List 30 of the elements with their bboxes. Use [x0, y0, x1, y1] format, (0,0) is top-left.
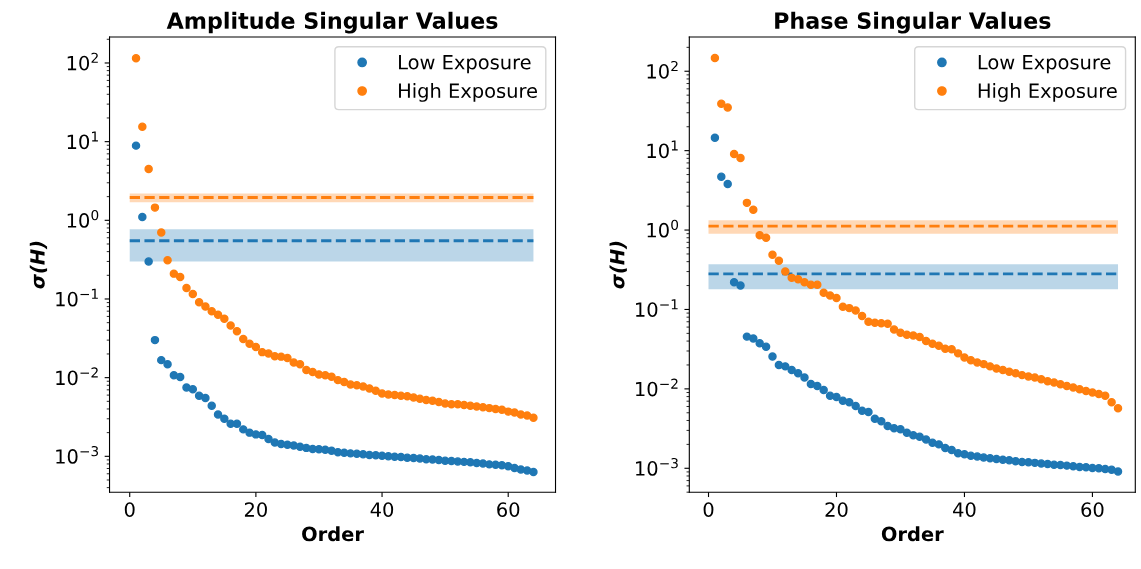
x-tick-label: 40 — [953, 502, 976, 517]
y-tick-label: 10$^{−2}$ — [56, 367, 98, 386]
y-tick-label: 10$^{2}$ — [647, 60, 678, 79]
chart-title: Phase Singular Values — [775, 11, 1051, 34]
x-tick-label: 20 — [244, 502, 267, 517]
y-axis-title: σ(H) — [609, 241, 627, 289]
y-axis-title: σ(H) — [29, 241, 48, 289]
legend-label: Low Exposure — [399, 55, 531, 74]
legend-label: High Exposure — [399, 83, 537, 102]
legend-label: Low Exposure — [978, 55, 1111, 74]
y-tick-label: 10$^{−1}$ — [56, 288, 98, 307]
legend-label: High Exposure — [978, 83, 1117, 102]
y-tick-label: 10$^{1}$ — [647, 140, 678, 159]
x-axis-title: Order — [881, 526, 944, 542]
x-tick-label: 0 — [124, 502, 135, 517]
chart-title: Amplitude Singular Values — [166, 11, 498, 34]
y-tick-label: 10$^{−3}$ — [636, 457, 678, 476]
x-tick-label: 20 — [825, 502, 848, 517]
x-tick-label: 40 — [370, 502, 394, 517]
y-tick-label: 10$^{−3}$ — [56, 446, 99, 464]
y-tick-label: 10$^{1}$ — [67, 131, 98, 150]
y-tick-label: 10$^{−1}$ — [636, 299, 678, 317]
x-axis-title: Order — [302, 526, 364, 542]
y-tick-label: 10$^{−2}$ — [636, 378, 678, 397]
y-tick-label: 10$^{0}$ — [67, 210, 99, 228]
x-tick-label: 60 — [1081, 502, 1104, 517]
x-tick-label: 60 — [497, 502, 520, 517]
y-tick-label: 10$^{2}$ — [67, 52, 98, 71]
y-tick-label: 10$^{0}$ — [647, 219, 679, 238]
x-tick-label: 0 — [703, 502, 714, 517]
